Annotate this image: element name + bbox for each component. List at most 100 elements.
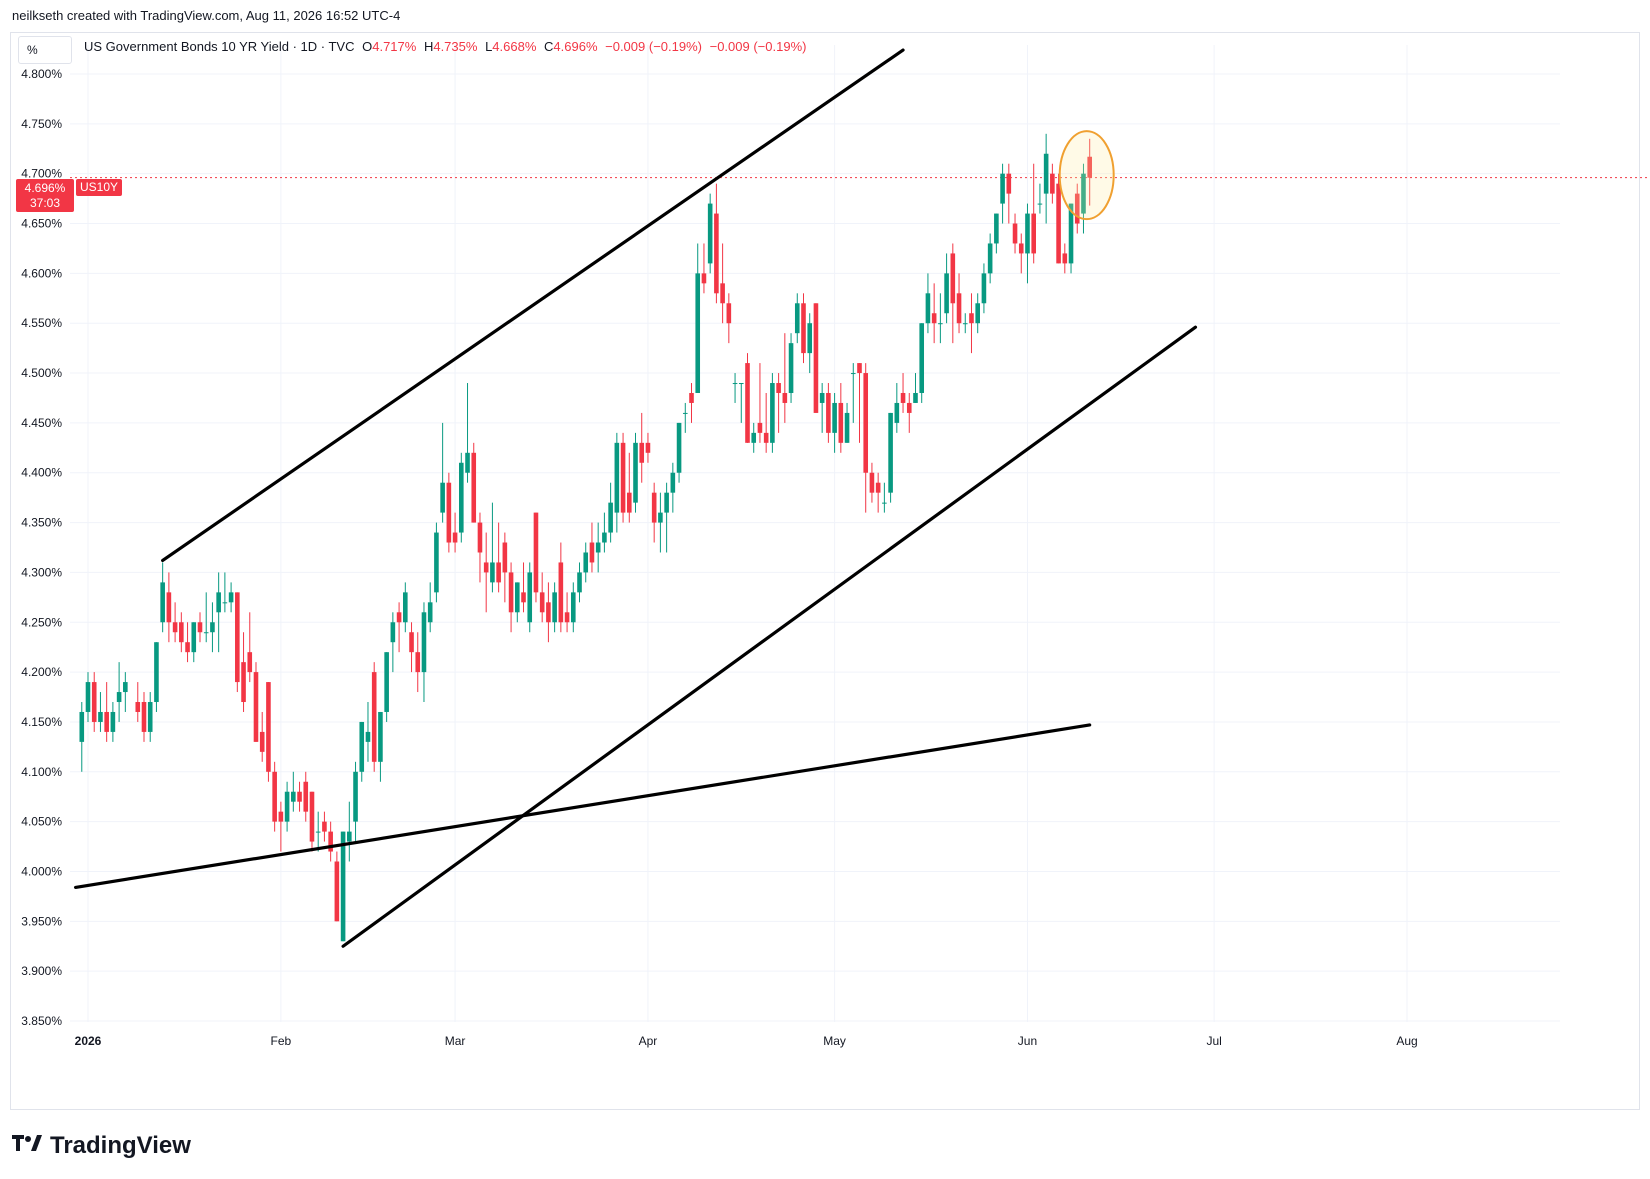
candle-body — [913, 392, 918, 403]
candle — [869, 462, 875, 503]
candle-body — [483, 562, 489, 573]
candle — [490, 502, 495, 593]
candle-body — [900, 392, 906, 403]
candle-body — [1018, 243, 1024, 254]
x-tick-label: 2026 — [75, 1034, 102, 1048]
candle-body — [141, 702, 147, 732]
candle-body — [110, 711, 116, 732]
y-tick-label: 4.750% — [21, 117, 62, 131]
candle — [987, 233, 993, 284]
candle-body — [1043, 153, 1049, 194]
candle-body — [925, 293, 931, 324]
legend-symbol-name: US Government Bonds 10 YR Yield · 1D · T… — [84, 39, 355, 54]
candle — [720, 243, 725, 324]
legend-change-2: −0.009 (−0.19%) — [709, 39, 807, 54]
tradingview-logo[interactable]: TradingView — [12, 1132, 191, 1160]
candle-body — [452, 532, 458, 543]
highlight-circle[interactable] — [1058, 130, 1115, 221]
unit-selector[interactable]: % — [18, 36, 72, 64]
candle-body — [291, 791, 296, 802]
candle-body — [235, 592, 240, 683]
candle-body — [378, 711, 383, 762]
candle — [857, 363, 862, 443]
candle-body — [322, 821, 327, 832]
legend-high-label: H — [423, 39, 434, 54]
candle — [707, 193, 713, 274]
candle — [340, 831, 346, 942]
x-tick-label: Aug — [1396, 1034, 1417, 1048]
candle — [564, 592, 570, 633]
candle-body — [745, 363, 750, 443]
candle — [1081, 163, 1086, 234]
candle — [844, 402, 850, 443]
candle-body — [440, 482, 445, 513]
candle-body — [539, 592, 545, 613]
symbol-tag: US10Y — [76, 179, 123, 196]
chart-frame[interactable] — [10, 32, 1640, 1110]
candle — [496, 522, 501, 593]
candle — [732, 373, 738, 403]
candle — [284, 781, 290, 832]
candle-body — [676, 422, 682, 473]
candle-body — [471, 452, 477, 523]
y-tick-label: 4.650% — [21, 217, 62, 231]
tradingview-logo-text: TradingView — [50, 1132, 191, 1159]
y-tick-label: 4.300% — [21, 565, 62, 579]
candle-body — [938, 323, 943, 325]
candle — [714, 183, 719, 304]
candle — [776, 373, 781, 433]
candle — [1056, 173, 1061, 264]
candle-body — [614, 442, 620, 513]
candle-body — [558, 562, 564, 623]
candle — [203, 592, 209, 643]
candle-body — [664, 492, 669, 513]
candle — [751, 422, 757, 453]
candle-body — [832, 402, 837, 433]
candle — [222, 572, 228, 613]
candle-body — [315, 831, 321, 833]
price-chart[interactable]: 4.800% 4.750% 4.700% 4.650% 4.600% 4.550% 4.50… — [0, 0, 1650, 1120]
candle — [91, 672, 97, 732]
candle — [701, 243, 707, 294]
candle — [141, 692, 147, 742]
candle — [738, 383, 744, 423]
candle-body — [490, 562, 495, 583]
x-tick-label: May — [823, 1034, 846, 1048]
trendline-support-line[interactable] — [73, 723, 1092, 890]
candle-body — [1050, 173, 1055, 194]
candle-body — [583, 552, 589, 573]
candle — [521, 562, 526, 613]
candle-body — [359, 721, 365, 772]
candle — [1050, 163, 1055, 204]
candle — [651, 482, 657, 543]
trendline-channel-lower[interactable] — [341, 325, 1198, 948]
candle — [278, 801, 284, 852]
candle-body — [446, 482, 452, 543]
candle-body — [278, 811, 284, 822]
candle-body — [813, 303, 819, 413]
grid-lines — [70, 45, 1560, 1022]
y-axis: 4.800% 4.750% 4.700% 4.650% 4.600% 4.550% 4.50… — [21, 67, 62, 1028]
candle-body — [185, 642, 190, 653]
candle — [266, 682, 271, 782]
candle-body — [403, 592, 408, 623]
candle — [427, 582, 433, 633]
trendlines[interactable] — [73, 48, 1198, 948]
candle-body — [465, 452, 470, 473]
candle-body — [172, 622, 178, 633]
candle-body — [645, 442, 651, 453]
trendline-channel-upper[interactable] — [161, 48, 905, 563]
candle-body — [340, 831, 346, 942]
y-tick-label: 4.550% — [21, 316, 62, 330]
candle-body — [253, 672, 259, 742]
x-tick-label: Mar — [445, 1034, 466, 1048]
candle-body — [794, 303, 800, 334]
candle — [502, 532, 508, 603]
candle — [626, 452, 632, 523]
candle-body — [390, 622, 396, 643]
candle-body — [396, 612, 402, 623]
candle-body — [1081, 173, 1086, 214]
candle — [770, 373, 775, 453]
candle — [110, 702, 116, 742]
candle-body — [670, 472, 676, 493]
